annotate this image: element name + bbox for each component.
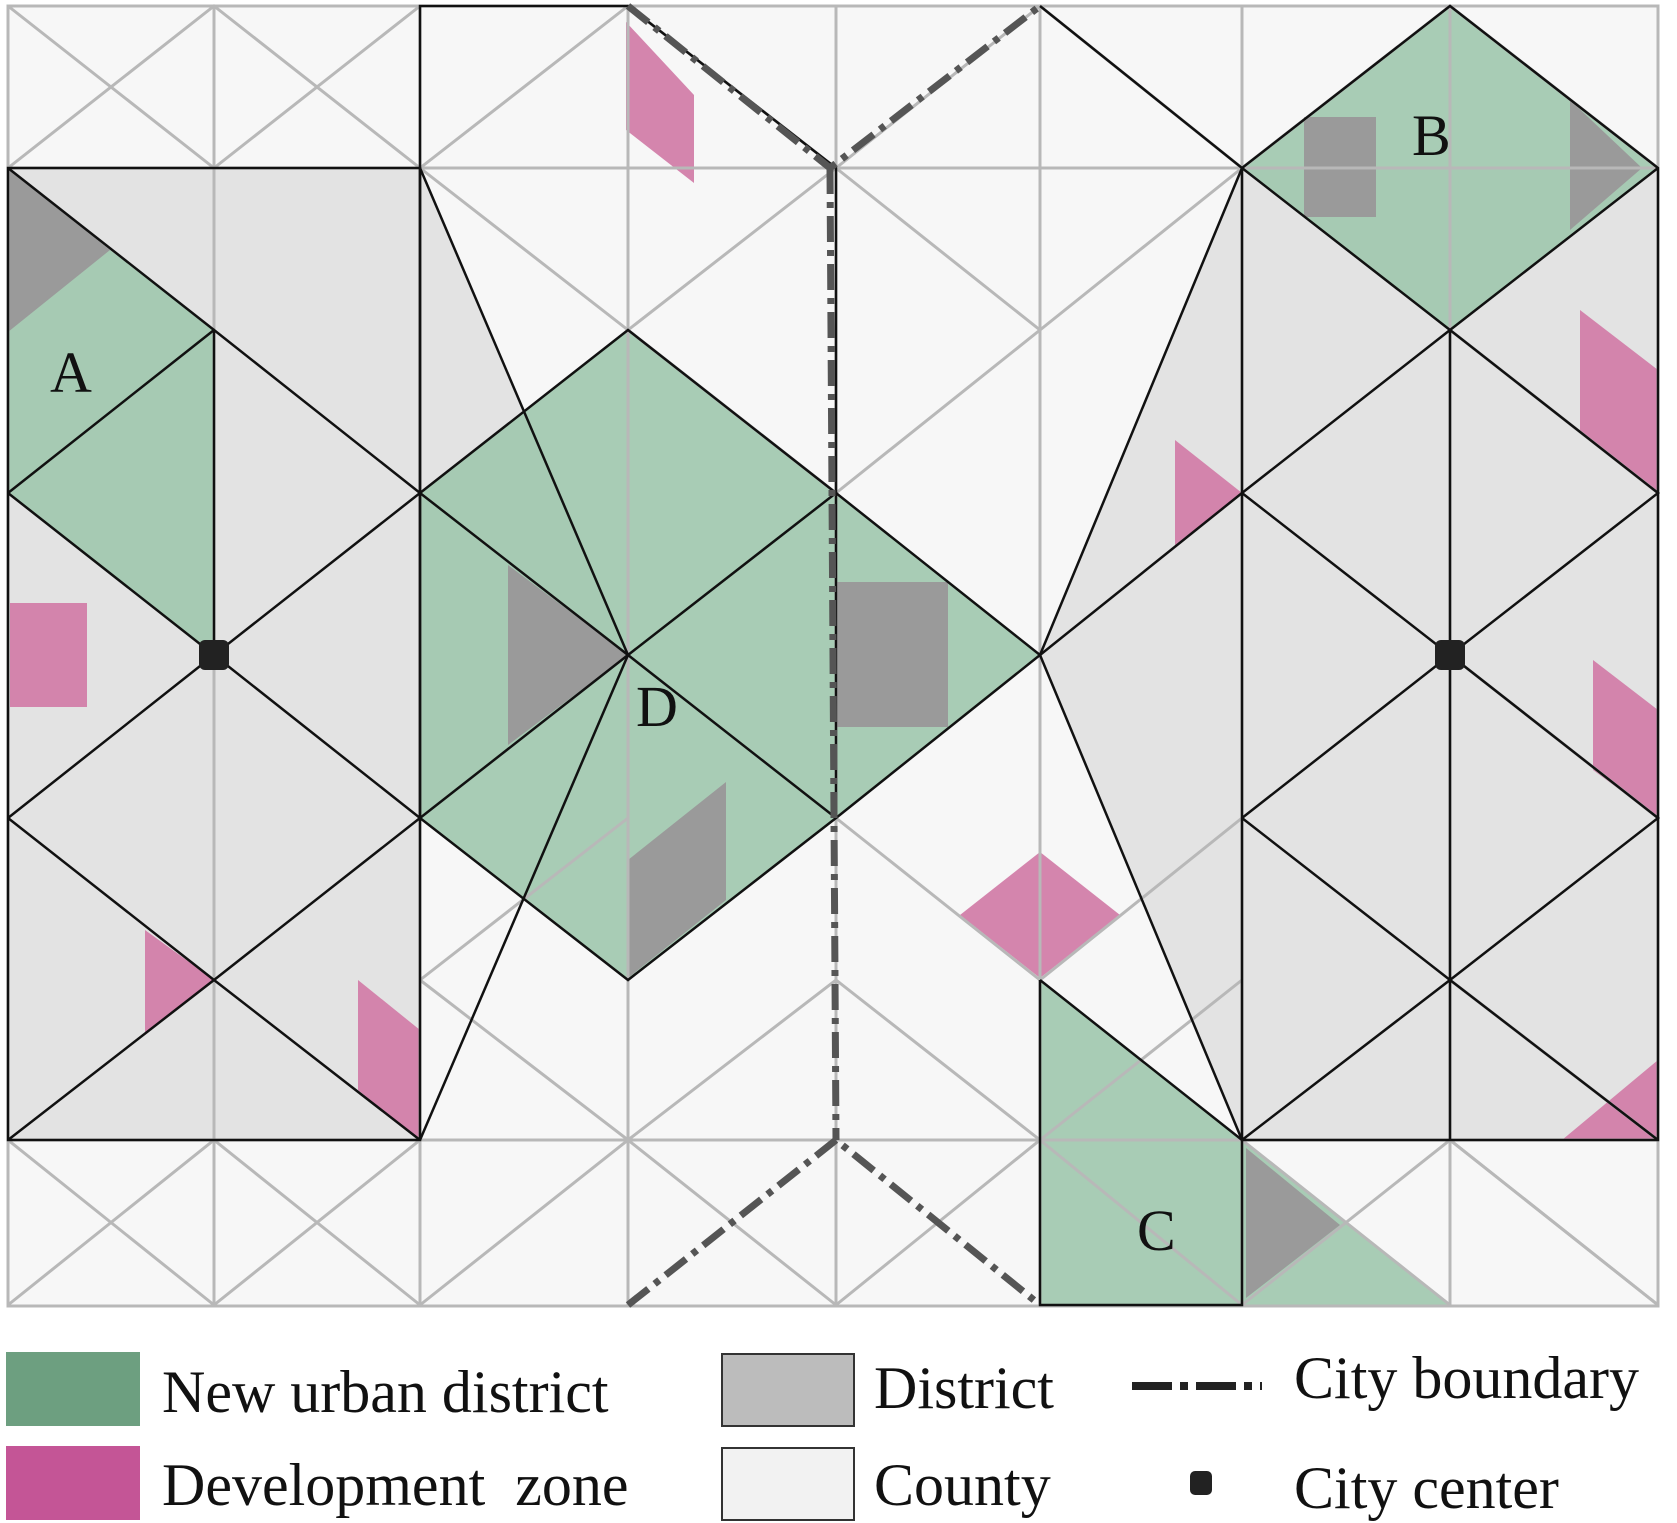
development-zone-3 bbox=[145, 930, 214, 1035]
legend-label-new-urban-district: New urban district bbox=[162, 1359, 609, 1425]
legend-swatch-district bbox=[721, 1353, 855, 1427]
legend-label-county: County bbox=[874, 1452, 1051, 1518]
development-zone-2 bbox=[10, 603, 87, 707]
district-core-b-right bbox=[1570, 100, 1642, 230]
district-core-a bbox=[8, 168, 110, 332]
new-urban-district-d bbox=[420, 330, 1040, 980]
district-core-d-center bbox=[836, 582, 948, 727]
legend: New urban district Development zone Dist… bbox=[6, 1345, 1639, 1521]
city-center-left bbox=[199, 640, 229, 670]
new-urban-district-a bbox=[8, 250, 214, 655]
development-zone-5 bbox=[1175, 440, 1242, 545]
region-label-d: D bbox=[636, 674, 678, 739]
region-label-b: B bbox=[1412, 103, 1451, 168]
legend-label-district: District bbox=[874, 1355, 1054, 1421]
legend-swatch-new-urban-district bbox=[6, 1352, 140, 1426]
city-centers bbox=[199, 640, 1465, 670]
region-label-c: C bbox=[1137, 1198, 1176, 1263]
legend-swatch-city-center bbox=[1190, 1471, 1212, 1495]
city-center-right bbox=[1435, 640, 1465, 670]
district-core-d-bottom bbox=[628, 782, 726, 978]
district-zone-right bbox=[1040, 168, 1658, 1140]
district-core-c bbox=[1246, 1148, 1340, 1298]
city-boundary bbox=[625, 3, 1043, 1308]
development-zone-4 bbox=[358, 980, 420, 1140]
legend-label-city-boundary: City boundary bbox=[1294, 1345, 1639, 1411]
development-zone-1 bbox=[626, 22, 694, 183]
legend-label-city-center: City center bbox=[1294, 1455, 1559, 1521]
legend-swatch-county bbox=[721, 1447, 855, 1521]
district-boundaries bbox=[6, 4, 1661, 1307]
region-label-a: A bbox=[50, 340, 92, 405]
district-core-d-left bbox=[508, 565, 628, 745]
legend-label-development-zone: Development zone bbox=[162, 1452, 629, 1518]
legend-swatch-development-zone bbox=[6, 1446, 140, 1520]
district-cores bbox=[8, 100, 1642, 1298]
